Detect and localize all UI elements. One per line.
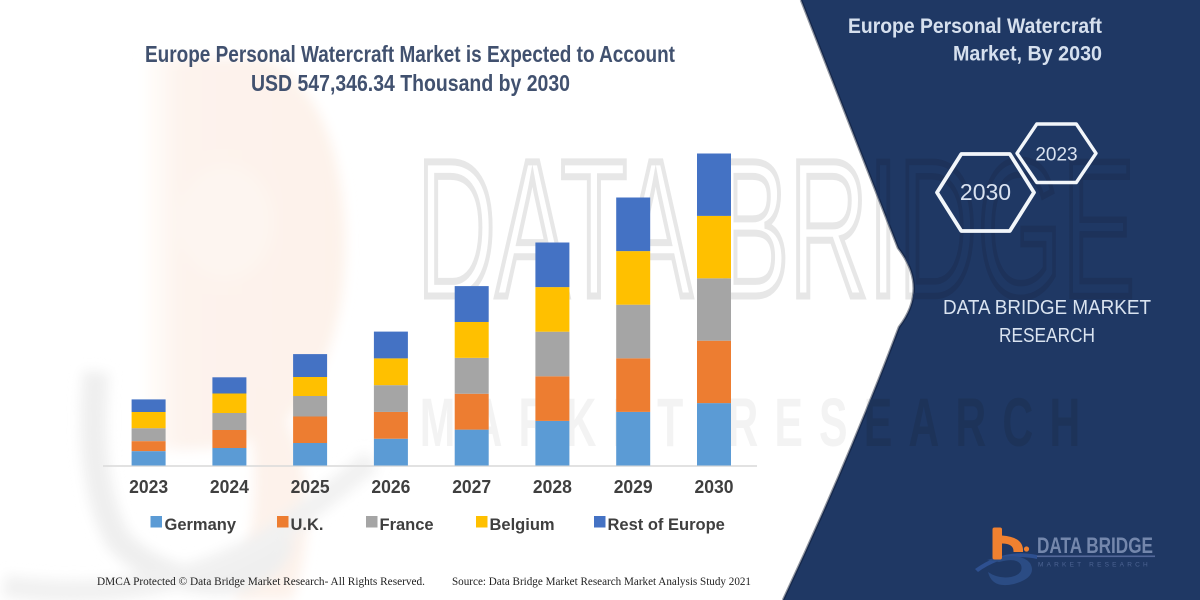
- svg-text:2027: 2027: [452, 477, 491, 497]
- svg-text:2028: 2028: [533, 477, 572, 497]
- svg-text:Market, By 2030: Market, By 2030: [953, 43, 1102, 66]
- svg-text:DATA BRIDGE MARKET: DATA BRIDGE MARKET: [943, 297, 1151, 319]
- svg-text:DATA BRIDGE: DATA BRIDGE: [1037, 533, 1153, 558]
- svg-text:Europe Personal Watercraft Mar: Europe Personal Watercraft Market is Exp…: [145, 41, 675, 67]
- svg-text:RESEARCH: RESEARCH: [999, 325, 1095, 347]
- svg-text:2024: 2024: [210, 477, 249, 497]
- svg-text:2023: 2023: [1035, 145, 1077, 166]
- svg-text:USD 547,346.34 Thousand by 203: USD 547,346.34 Thousand by 2030: [251, 70, 570, 96]
- svg-text:MARKET RESEARCH: MARKET RESEARCH: [1038, 562, 1151, 569]
- svg-text:Germany: Germany: [165, 516, 237, 534]
- svg-text:2023: 2023: [129, 477, 168, 497]
- svg-text:Source: Data Bridge Market Res: Source: Data Bridge Market Research Mark…: [452, 576, 751, 588]
- svg-text:DMCA Protected © Data Bridge M: DMCA Protected © Data Bridge Market Rese…: [97, 576, 425, 588]
- svg-text:2030: 2030: [960, 179, 1011, 205]
- svg-text:2030: 2030: [695, 477, 734, 497]
- svg-text:Belgium: Belgium: [490, 516, 555, 534]
- svg-text:2029: 2029: [614, 477, 653, 497]
- svg-text:France: France: [380, 516, 434, 534]
- svg-text:Europe Personal Watercraft: Europe Personal Watercraft: [848, 15, 1102, 38]
- svg-text:Rest of Europe: Rest of Europe: [608, 516, 725, 534]
- svg-text:2026: 2026: [371, 477, 410, 497]
- svg-text:2025: 2025: [291, 477, 330, 497]
- svg-text:U.K.: U.K.: [291, 516, 324, 534]
